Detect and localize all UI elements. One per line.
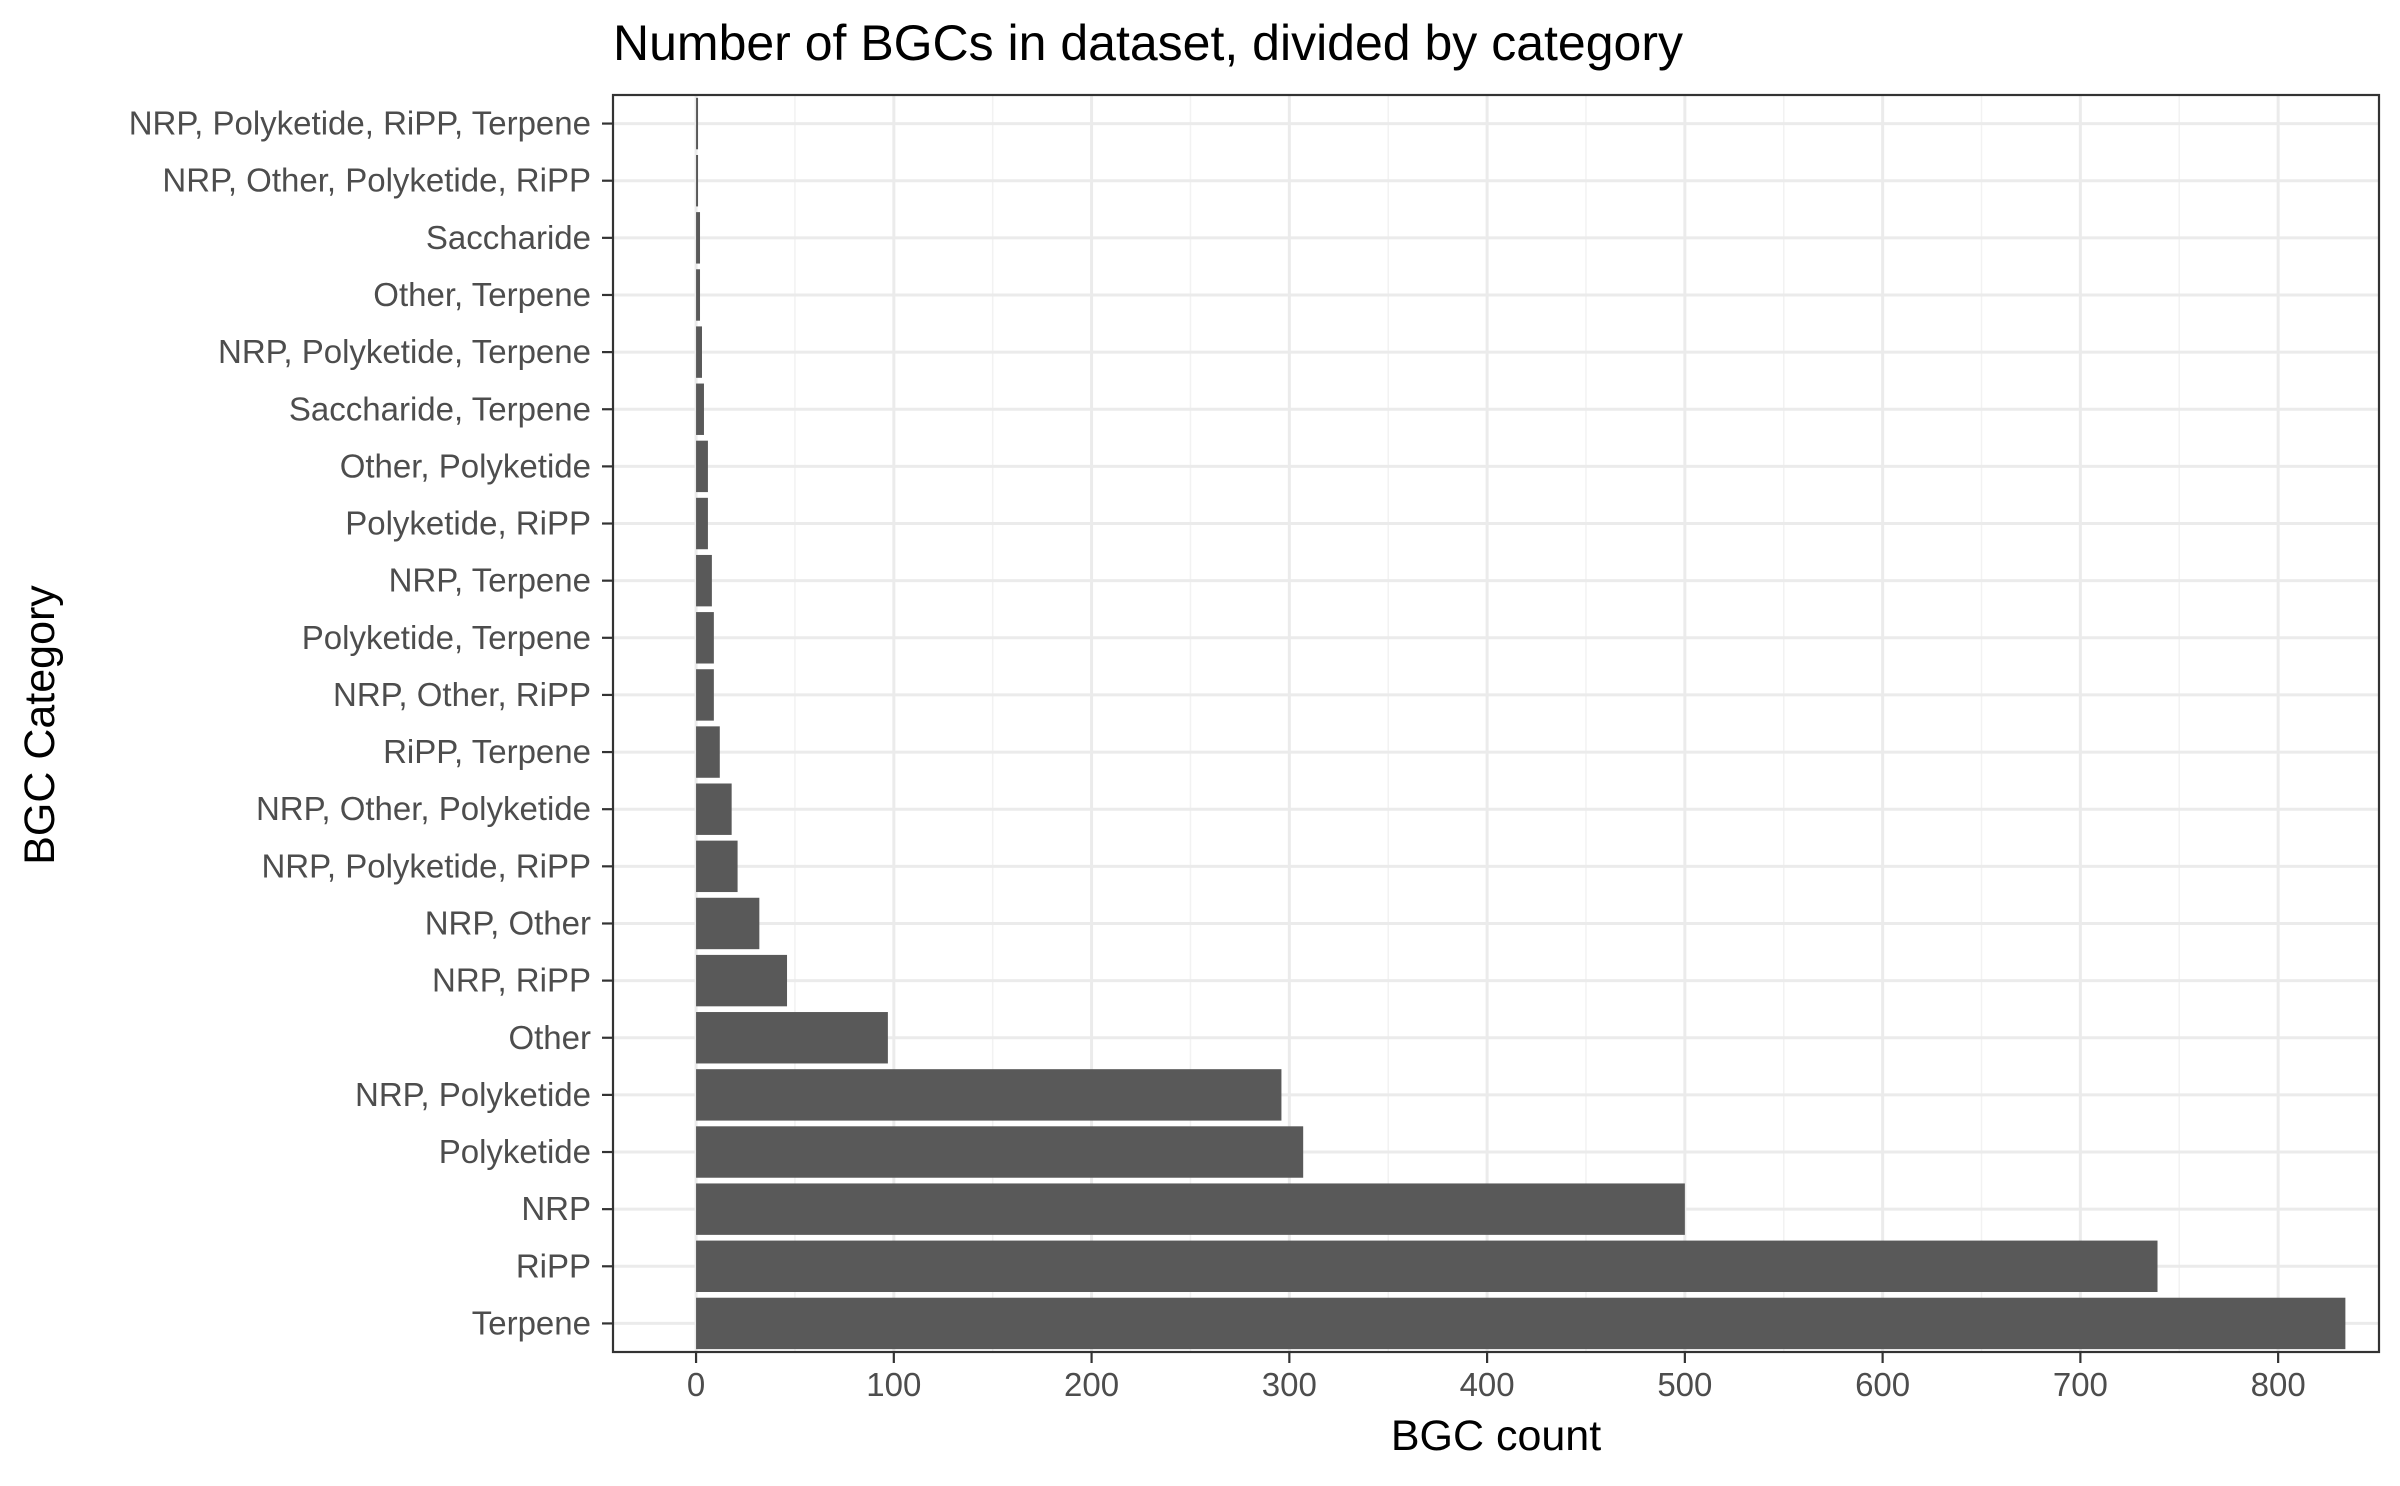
plot-panel-border bbox=[611, 93, 2381, 1354]
bar bbox=[696, 1126, 1304, 1178]
y-tick-label: NRP, Other bbox=[425, 904, 591, 941]
y-tick-label: RiPP bbox=[516, 1247, 591, 1284]
y-tick-label: Other, Polyketide bbox=[340, 447, 591, 484]
y-tick-label: NRP, Polyketide bbox=[355, 1076, 591, 1113]
bar bbox=[696, 1069, 1282, 1121]
x-tick-label: 800 bbox=[2251, 1366, 2306, 1403]
y-tick-label: NRP, Polyketide, RiPP, Terpene bbox=[129, 105, 591, 142]
x-tick-label: 300 bbox=[1262, 1366, 1317, 1403]
y-tick-label: NRP, Other, Polyketide bbox=[256, 790, 591, 827]
y-tick-label: NRP, Polyketide, Terpene bbox=[218, 333, 591, 370]
y-tick-label: Other, Terpene bbox=[373, 276, 591, 313]
x-tick-label: 700 bbox=[2053, 1366, 2108, 1403]
y-tick-label: RiPP, Terpene bbox=[383, 733, 591, 770]
x-tick-label: 600 bbox=[1855, 1366, 1910, 1403]
bar bbox=[696, 154, 699, 207]
bar bbox=[696, 783, 732, 835]
x-axis-title: BGC count bbox=[1391, 1412, 1601, 1460]
y-tick-label: NRP, Other, Polyketide, RiPP bbox=[162, 162, 591, 199]
y-tick-label: Terpene bbox=[472, 1304, 591, 1341]
y-tick-label: Polyketide bbox=[439, 1133, 591, 1170]
chart-title: Number of BGCs in dataset, divided by ca… bbox=[613, 15, 1683, 71]
y-axis-title: BGC Category bbox=[16, 585, 64, 865]
bar bbox=[696, 554, 712, 607]
bar bbox=[696, 1297, 2346, 1350]
bar bbox=[696, 726, 720, 778]
bar bbox=[696, 669, 714, 721]
bar bbox=[696, 1240, 2158, 1293]
x-tick-label: 400 bbox=[1460, 1366, 1515, 1403]
y-tick-label: NRP, RiPP bbox=[432, 962, 591, 999]
bar bbox=[696, 897, 760, 950]
y-tick-label: Saccharide, Terpene bbox=[289, 390, 591, 427]
bar bbox=[696, 954, 788, 1007]
bar bbox=[696, 97, 699, 150]
x-tick-label: 200 bbox=[1064, 1366, 1119, 1403]
x-tick-label: 0 bbox=[687, 1366, 705, 1403]
y-tick-label: NRP, Polyketide, RiPP bbox=[261, 847, 591, 884]
bar bbox=[696, 269, 701, 321]
bars bbox=[696, 97, 2346, 1350]
bar bbox=[696, 1183, 1685, 1235]
y-tick-label: NRP bbox=[521, 1190, 591, 1227]
bar bbox=[696, 383, 704, 435]
bar bbox=[696, 212, 701, 264]
bar bbox=[696, 497, 708, 550]
x-tick-label: 100 bbox=[866, 1366, 921, 1403]
bar bbox=[696, 326, 702, 378]
bar bbox=[696, 1012, 888, 1064]
bar bbox=[696, 840, 738, 893]
y-tick-label: Other bbox=[508, 1019, 591, 1056]
y-tick-label: Saccharide bbox=[426, 219, 591, 256]
axes: 0 100 200 300 400 500 600 700 800 Terpene RiPP NRP P… bbox=[129, 105, 2306, 1403]
y-tick-label: NRP, Other, RiPP bbox=[333, 676, 591, 713]
y-tick-label: Polyketide, Terpene bbox=[302, 619, 591, 656]
y-tick-label: Polyketide, RiPP bbox=[345, 505, 591, 542]
y-tick-label: NRP, Terpene bbox=[389, 562, 591, 599]
bar bbox=[696, 612, 714, 664]
x-tick-label: 500 bbox=[1657, 1366, 1712, 1403]
bar bbox=[696, 440, 708, 493]
